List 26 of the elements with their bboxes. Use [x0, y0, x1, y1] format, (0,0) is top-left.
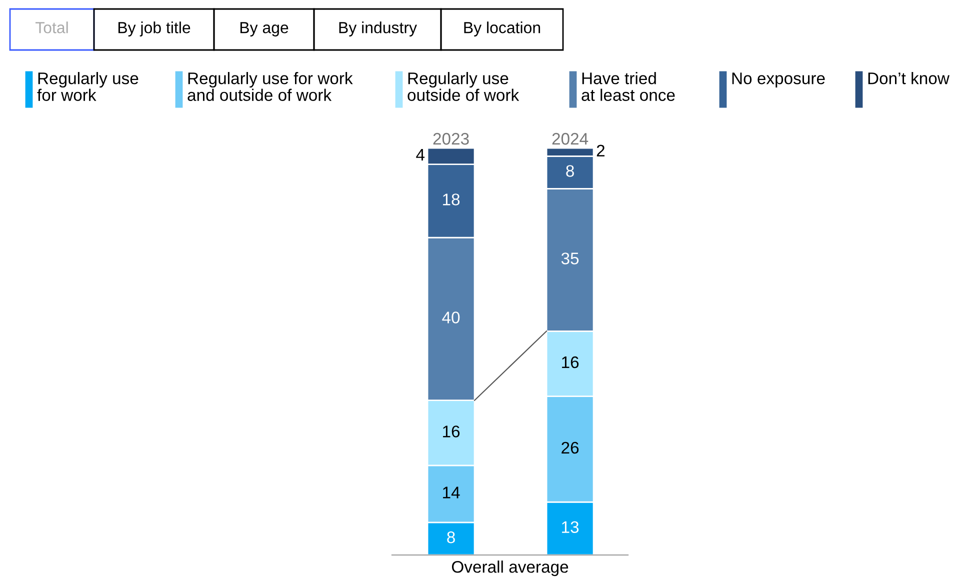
data-label: 40	[442, 312, 460, 324]
data-label: 2	[596, 144, 604, 156]
data-label: 13	[562, 521, 579, 534]
x-axis-title: Overall average	[452, 560, 568, 576]
data-label: 26	[562, 442, 579, 454]
text: By industry	[339, 22, 417, 36]
data-label: 16	[562, 356, 579, 368]
data-label: 4	[416, 148, 425, 160]
legend-label: Regularly use for work and outside of work	[188, 72, 353, 101]
data-label: 14	[443, 486, 460, 498]
data-label: 35	[561, 252, 579, 264]
data-label: 8	[447, 531, 455, 544]
x-tick-label: 2024	[552, 132, 588, 145]
data-label: 16	[443, 426, 460, 438]
legend-label: Regularly use outside of work	[408, 72, 520, 101]
text: By location	[464, 22, 540, 36]
text: By age	[240, 22, 288, 36]
legend-label: Have tried at least once	[582, 72, 675, 101]
data-label: 8	[566, 165, 574, 177]
text: By job title	[118, 22, 190, 36]
text: Total	[35, 22, 68, 34]
x-tick-label: 2023	[433, 132, 469, 145]
legend-label: Don’t know	[868, 72, 950, 84]
legend-label: No exposure	[732, 72, 825, 88]
data-label: 18	[443, 194, 460, 206]
legend-label: Regularly use for work	[37, 72, 138, 101]
